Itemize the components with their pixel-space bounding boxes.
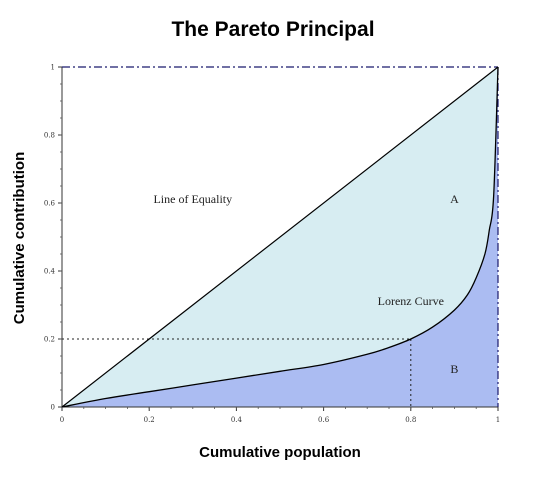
annotation-line-of-equality: Line of Equality (153, 192, 232, 206)
x-tick-label: 0.6 (318, 416, 330, 424)
x-axis-label: Cumulative population (199, 444, 361, 461)
y-tick-label: 0 (51, 404, 55, 412)
area-b (62, 67, 498, 407)
y-tick-label: 1 (51, 64, 55, 72)
x-tick-label: 0.2 (144, 416, 155, 424)
tick-marks (58, 66, 499, 411)
annotation-region-a: A (450, 192, 459, 206)
annotation-region-b: B (450, 362, 458, 376)
y-tick-label: 0.8 (44, 132, 55, 140)
y-tick-label: 0.2 (44, 336, 55, 344)
y-tick-label: 0.6 (44, 200, 56, 208)
annotation-lorenz-curve: Lorenz Curve (378, 294, 444, 308)
x-tick-label: 0.8 (405, 416, 416, 424)
y-tick-label: 0.4 (44, 268, 56, 276)
y-axis-label: Cumulative contribution (11, 152, 28, 325)
x-tick-label: 0 (60, 416, 64, 424)
series-lorenz-curve (61, 66, 499, 408)
x-tick-label: 0.4 (231, 416, 243, 424)
chart-title: The Pareto Principal (171, 18, 374, 41)
tick-labels: 0 0.2 0.4 0.6 0.8 1 0 0.2 0.4 0.6 0.8 1 (44, 64, 500, 425)
series-line-of-equality (61, 66, 499, 408)
x-tick-label: 1 (496, 416, 500, 424)
